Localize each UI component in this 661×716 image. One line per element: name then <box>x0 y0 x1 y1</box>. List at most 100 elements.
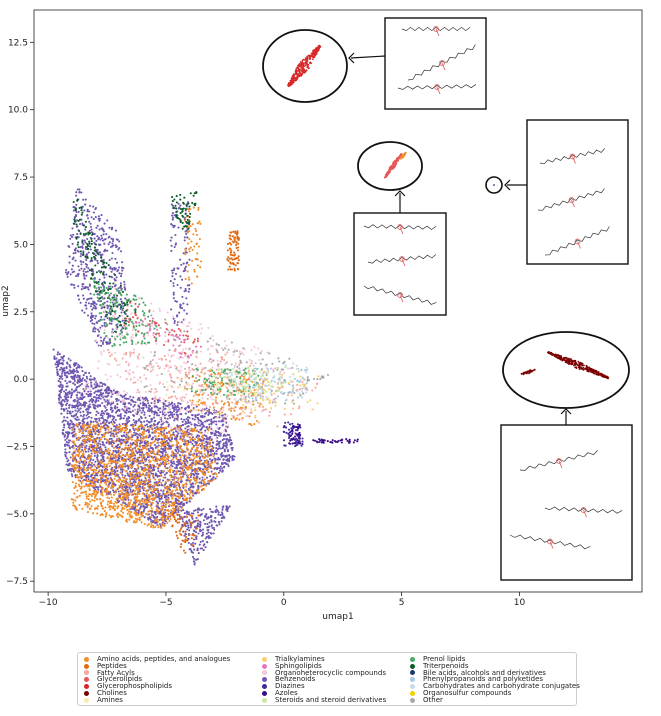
data-point <box>196 558 199 561</box>
data-point <box>102 258 105 262</box>
data-point <box>153 416 156 419</box>
data-point <box>101 436 104 439</box>
data-point <box>189 488 192 491</box>
data-point <box>76 399 79 402</box>
data-point <box>145 419 149 422</box>
data-point <box>171 465 174 468</box>
data-point <box>168 483 172 486</box>
data-point <box>170 461 173 464</box>
data-point <box>110 395 113 398</box>
data-point <box>141 396 144 399</box>
data-point <box>101 465 104 468</box>
data-point <box>64 453 67 456</box>
data-point <box>187 541 190 544</box>
data-point <box>200 427 203 430</box>
data-point <box>191 555 195 558</box>
data-point <box>67 245 70 248</box>
data-point <box>179 505 182 508</box>
data-point <box>187 441 190 444</box>
data-point <box>105 424 108 427</box>
data-point <box>78 188 81 191</box>
data-point <box>160 438 163 441</box>
data-point <box>226 510 229 513</box>
data-point <box>137 509 140 512</box>
data-point <box>156 474 159 477</box>
data-point <box>180 478 183 481</box>
data-point <box>167 414 171 417</box>
data-point <box>114 456 117 459</box>
data-point <box>134 454 137 457</box>
data-point <box>176 448 179 451</box>
data-point <box>147 483 150 486</box>
data-point <box>178 445 182 448</box>
data-point <box>140 465 143 468</box>
data-point <box>211 458 214 462</box>
data-point <box>175 411 178 414</box>
data-point <box>80 404 83 407</box>
data-point <box>154 410 157 413</box>
data-point <box>188 284 191 287</box>
data-point <box>125 470 128 473</box>
data-point <box>193 561 196 564</box>
data-point <box>218 426 221 429</box>
data-point <box>119 443 122 446</box>
data-point <box>153 427 156 430</box>
data-point <box>80 252 83 255</box>
data-point <box>102 458 105 461</box>
data-point <box>144 503 147 506</box>
data-point <box>181 429 184 433</box>
data-point <box>180 263 183 266</box>
data-point <box>176 323 179 327</box>
data-point <box>109 455 112 458</box>
data-point <box>86 457 89 460</box>
data-point <box>219 465 222 468</box>
data-point <box>98 217 101 220</box>
data-point <box>167 491 170 494</box>
data-point <box>200 450 203 454</box>
data-point <box>102 339 105 342</box>
data-point <box>213 432 217 435</box>
data-point <box>175 440 178 443</box>
data-point <box>173 320 176 323</box>
data-point <box>83 239 86 242</box>
data-point <box>121 496 125 499</box>
data-point <box>63 367 66 370</box>
data-point <box>73 362 77 365</box>
data-point <box>119 413 122 416</box>
data-point <box>74 457 77 460</box>
data-point <box>111 423 114 426</box>
data-point <box>87 478 90 481</box>
data-point <box>115 433 118 436</box>
data-point <box>86 298 89 301</box>
data-point <box>90 216 93 219</box>
data-point <box>65 268 68 272</box>
data-point <box>192 494 195 497</box>
data-point <box>83 456 87 459</box>
data-point <box>78 464 81 467</box>
data-point <box>110 237 113 240</box>
data-point <box>130 491 133 494</box>
data-point <box>104 395 107 398</box>
data-point <box>173 224 176 227</box>
data-point <box>74 482 78 485</box>
data-point <box>204 420 207 423</box>
data-point <box>116 425 119 428</box>
data-point <box>120 448 123 451</box>
data-point <box>116 475 119 478</box>
data-point <box>56 353 59 356</box>
data-point <box>109 493 112 496</box>
data-point <box>75 418 78 422</box>
data-point <box>226 507 229 510</box>
data-point <box>177 406 180 409</box>
data-point <box>196 460 200 463</box>
data-point <box>159 407 162 410</box>
data-point <box>113 508 116 511</box>
data-point <box>185 297 188 300</box>
data-point <box>96 445 99 448</box>
data-point <box>133 508 136 511</box>
data-point <box>170 236 173 239</box>
data-point <box>127 447 130 450</box>
data-point <box>60 388 63 392</box>
data-point <box>171 458 174 461</box>
data-point <box>102 284 105 287</box>
